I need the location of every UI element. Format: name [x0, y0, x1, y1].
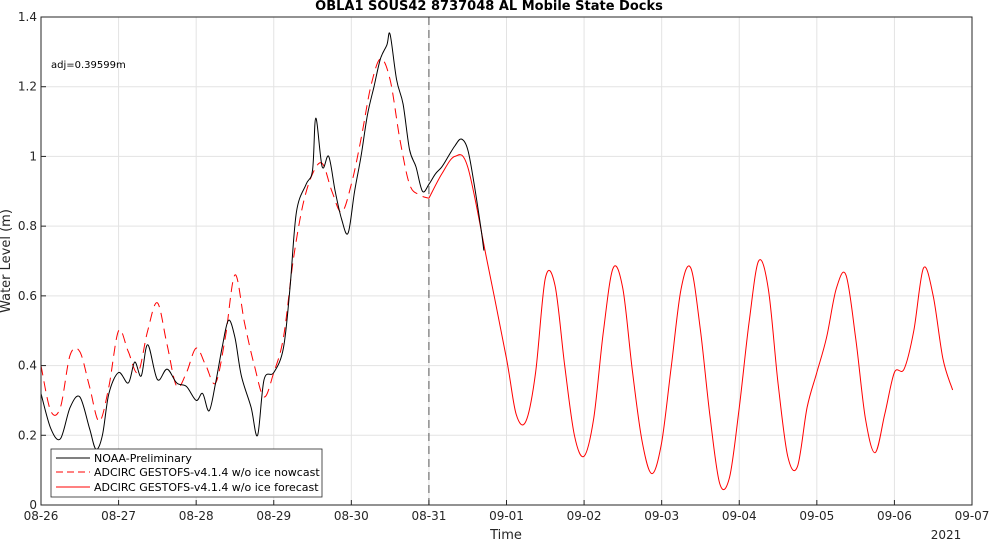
- legend-item-nowcast: ADCIRC GESTOFS-v4.1.4 w/o ice nowcast: [56, 466, 320, 479]
- x-tick-label: 09-07: [955, 509, 989, 523]
- x-tick-label: 09-05: [799, 509, 834, 523]
- chart-title: OBLA1 SOUS42 8737048 AL Mobile State Doc…: [315, 0, 663, 14]
- adjustment-annotation: adj=0.39599m: [51, 60, 126, 71]
- y-tick-label: 0.2: [18, 428, 37, 442]
- x-axis-label: Time: [489, 528, 522, 541]
- x-tick-label: 08-28: [179, 509, 214, 523]
- x-axis-ticks: 08-26 08-27 08-28 08-29 08-30 08-31 09-01 09-02…: [24, 500, 989, 523]
- x-tick-label: 09-03: [644, 509, 679, 523]
- series-forecast-line: [428, 154, 954, 491]
- legend-label-forecast: ADCIRC GESTOFS-v4.1.4 w/o ice forecast: [94, 481, 319, 494]
- legend-box: [50, 448, 323, 498]
- legend-item-observed: NOAA-Preliminary: [56, 452, 192, 465]
- x-tick-label: 09-06: [877, 509, 912, 523]
- x-tick-label: 08-30: [334, 509, 369, 523]
- legend-item-forecast: ADCIRC GESTOFS-v4.1.4 w/o ice forecast: [56, 481, 319, 494]
- legend-label-observed: NOAA-Preliminary: [94, 452, 192, 465]
- y-tick-label: 0: [29, 498, 37, 512]
- y-axis-label: Water Level (m): [0, 209, 14, 313]
- series-layer: [40, 32, 954, 491]
- y-tick-label: 1: [29, 149, 37, 163]
- series-observed-line: [40, 32, 485, 450]
- x-tick-label: 08-27: [101, 509, 136, 523]
- y-tick-label: 1.2: [18, 80, 37, 94]
- y-axis-ticks: 0 0.2 0.4 0.6 0.8 1 1.2 1.4: [18, 10, 46, 512]
- year-label: 2021: [931, 528, 962, 541]
- series-nowcast-line: [40, 58, 430, 422]
- y-tick-label: 0.8: [18, 219, 37, 233]
- legend: NOAA-Preliminary ADCIRC GESTOFS-v4.1.4 w…: [50, 448, 323, 498]
- x-tick-label: 09-01: [489, 509, 524, 523]
- x-tick-label: 09-02: [567, 509, 602, 523]
- legend-label-nowcast: ADCIRC GESTOFS-v4.1.4 w/o ice nowcast: [94, 466, 320, 479]
- y-tick-label: 1.4: [18, 10, 37, 24]
- x-tick-label: 08-29: [256, 509, 291, 523]
- y-tick-label: 0.6: [18, 289, 37, 303]
- x-tick-label: 08-31: [411, 509, 446, 523]
- y-tick-label: 0.4: [18, 359, 37, 373]
- x-tick-label: 08-26: [24, 509, 59, 523]
- x-tick-label: 09-04: [722, 509, 757, 523]
